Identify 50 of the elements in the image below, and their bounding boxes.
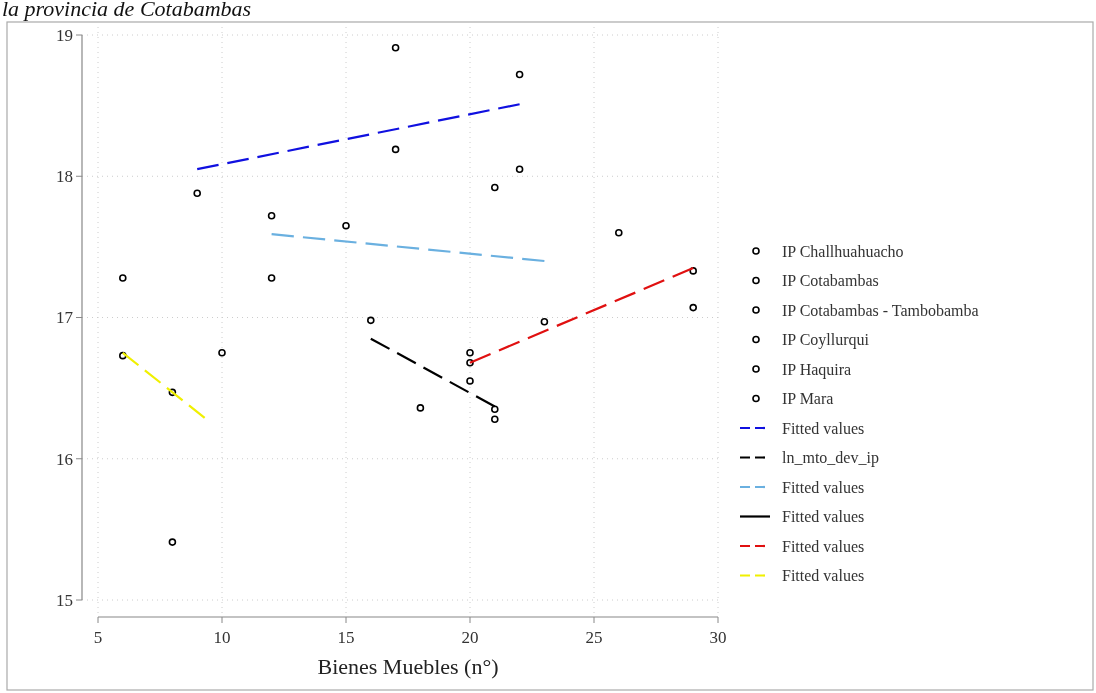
legend-label: Fitted values bbox=[782, 478, 865, 496]
y-tick-label: 17 bbox=[56, 308, 74, 328]
x-tick-label: 5 bbox=[93, 628, 103, 647]
point bbox=[193, 189, 201, 197]
point bbox=[218, 349, 226, 357]
point bbox=[615, 228, 623, 237]
legend-label: Fitted values bbox=[782, 537, 865, 555]
point bbox=[515, 165, 524, 173]
legend-label: Fitted values bbox=[782, 567, 865, 585]
x-axis-title: Bienes Muebles (n°) bbox=[317, 654, 499, 679]
x-tick-label: 15 bbox=[337, 628, 355, 647]
point bbox=[342, 221, 350, 230]
point bbox=[416, 404, 425, 412]
point bbox=[466, 377, 474, 385]
legend-label: IP Cotabambas bbox=[782, 272, 879, 290]
x-tick-label: 30 bbox=[709, 628, 727, 647]
legend-label: IP Haquira bbox=[782, 360, 852, 379]
point bbox=[168, 538, 177, 546]
legend-label: Fitted values bbox=[782, 508, 865, 526]
point bbox=[689, 303, 697, 312]
y-tick-label: 18 bbox=[56, 167, 73, 187]
point bbox=[391, 43, 400, 52]
point bbox=[466, 349, 474, 357]
y-tick-label: 16 bbox=[56, 449, 73, 469]
point bbox=[515, 70, 524, 79]
legend-label: IP Coyllurqui bbox=[782, 331, 870, 350]
chart-title: la provincia de Cotabambas bbox=[2, 0, 252, 21]
point bbox=[491, 415, 499, 423]
point bbox=[367, 316, 375, 325]
point bbox=[689, 267, 697, 275]
point bbox=[267, 212, 276, 220]
x-tick-label: 10 bbox=[213, 628, 231, 647]
point bbox=[391, 145, 400, 154]
y-tick-label: 15 bbox=[56, 590, 73, 610]
y-tick-label: 19 bbox=[56, 25, 73, 45]
point bbox=[168, 388, 177, 397]
legend-label: IP Mara bbox=[782, 390, 834, 408]
point bbox=[491, 183, 499, 192]
legend-label: IP Challhuahuacho bbox=[782, 242, 904, 260]
point bbox=[466, 358, 474, 367]
point bbox=[491, 405, 499, 414]
legend-label: ln_mto_dev_ip bbox=[782, 449, 879, 468]
point bbox=[540, 317, 549, 326]
point bbox=[267, 274, 276, 282]
legend-label: IP Cotabambas - Tambobamba bbox=[782, 301, 979, 319]
x-tick-label: 20 bbox=[461, 628, 479, 647]
point bbox=[119, 351, 127, 360]
point bbox=[119, 274, 127, 282]
legend-label: Fitted values bbox=[782, 419, 865, 437]
x-tick-label: 25 bbox=[585, 628, 603, 647]
